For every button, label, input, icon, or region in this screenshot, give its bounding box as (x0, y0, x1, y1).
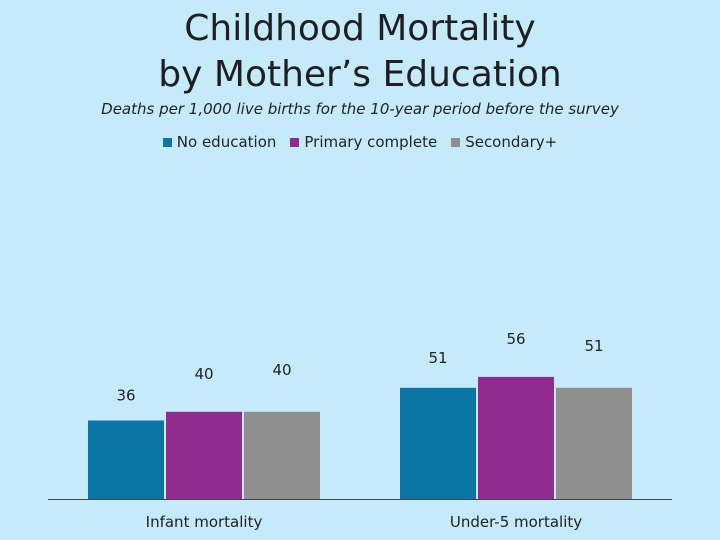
legend-item-no-education: No education (162, 133, 277, 151)
chart-subtitle: Deaths per 1,000 live births for the 10-… (101, 100, 619, 118)
legend-swatch-secondary-plus (451, 137, 461, 147)
data-label-infant-mortality-primary-complete: 40 (194, 365, 213, 383)
chart-title: Childhood Mortality by Mother’s Educatio… (0, 6, 720, 98)
chart-legend: No education Primary complete Secondary+ (0, 133, 720, 151)
legend-swatch-primary-complete (290, 137, 300, 147)
bar-under-5-mortality-no-education (400, 387, 476, 499)
data-label-under-5-mortality-primary-complete: 56 (506, 330, 525, 348)
data-label-under-5-mortality-secondary: 51 (584, 337, 603, 355)
data-label-infant-mortality-secondary: 40 (272, 361, 291, 379)
chart-title-line-1: Childhood Mortality (184, 8, 536, 49)
data-label-infant-mortality-no-education: 36 (116, 387, 135, 405)
bar-infant-mortality-primary-complete (166, 411, 242, 499)
legend-label-secondary-plus: Secondary+ (465, 133, 558, 151)
bar-under-5-mortality-primary-complete (478, 376, 554, 499)
bar-infant-mortality-no-education (88, 420, 164, 499)
legend-item-secondary-plus: Secondary+ (451, 133, 557, 151)
data-label-under-5-mortality-no-education: 51 (428, 349, 447, 367)
legend-swatch-no-education (162, 137, 172, 147)
legend-label-primary-complete: Primary complete (304, 133, 438, 151)
chart-title-line-2: by Mother’s Education (158, 54, 562, 95)
category-label-infant-mortality: Infant mortality (146, 513, 263, 531)
bar-under-5-mortality-secondary (556, 387, 632, 499)
bar-infant-mortality-secondary (244, 411, 320, 499)
legend-item-primary-complete: Primary complete (290, 133, 437, 151)
category-label-under-5-mortality: Under-5 mortality (450, 513, 582, 531)
legend-label-no-education: No education (176, 133, 277, 151)
